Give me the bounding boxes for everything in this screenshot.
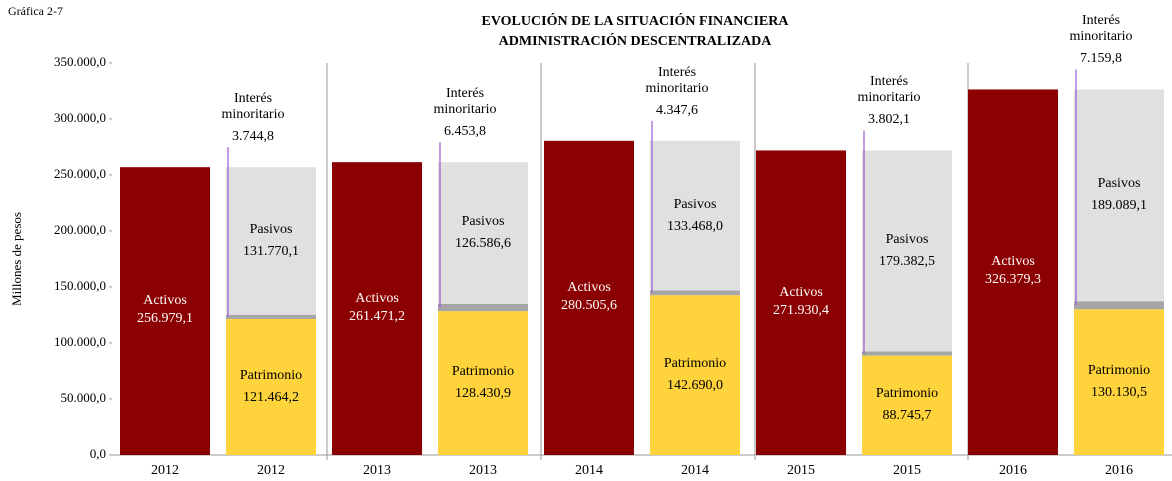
bar-segment: [438, 311, 528, 455]
value-label: 189.089,1: [1091, 198, 1147, 214]
chart-title: EVOLUCIÓN DE LA SITUACIÓN FINANCIERA: [482, 12, 790, 29]
x-tick-label: 2015: [893, 463, 921, 478]
y-tick-label: 150.000,0: [54, 278, 106, 293]
value-label: 4.347,6: [656, 102, 698, 118]
x-tick-label: 2013: [363, 463, 391, 478]
value-label: 7.159,8: [1080, 51, 1122, 67]
x-tick-label: 2016: [1105, 463, 1133, 478]
series-label: Pasivos: [249, 221, 293, 237]
x-tick-label: 2013: [469, 463, 497, 478]
value-label: 179.382,5: [879, 253, 935, 269]
value-label: 142.690,0: [667, 378, 723, 394]
y-tick-label: 0,0: [90, 446, 106, 461]
value-label: 121.464,2: [243, 389, 299, 405]
y-tick-label: 100.000,0: [54, 334, 106, 349]
bar-segment: [968, 89, 1058, 455]
value-label: 261.471,2: [349, 308, 405, 324]
series-label: Pasivos: [1097, 176, 1141, 192]
series-label: Pasivos: [885, 231, 929, 247]
y-tick-label: 50.000,0: [61, 390, 107, 405]
value-label: 280.505,6: [561, 297, 617, 313]
series-label: Pasivos: [461, 214, 505, 230]
y-axis-label: Millones de pesos: [9, 212, 24, 306]
bar-segment: [862, 150, 952, 352]
bar-segment: [438, 303, 528, 312]
value-label: 326.379,3: [985, 272, 1041, 288]
y-tick-label: 200.000,0: [54, 222, 106, 237]
x-tick-label: 2016: [999, 463, 1027, 478]
series-label: Pasivos: [673, 196, 717, 212]
value-label: 131.770,1: [243, 243, 299, 259]
x-tick-label: 2014: [681, 463, 709, 478]
bar-segment: [650, 140, 740, 291]
bar-segment: [650, 290, 740, 296]
series-label: Patrimonio: [239, 367, 303, 383]
value-label: 126.586,6: [455, 236, 511, 252]
value-label: 130.130,5: [1091, 385, 1147, 401]
figure-label: Gráfica 2-7: [8, 4, 63, 18]
bar-segment: [120, 167, 210, 455]
bar-segment: [862, 351, 952, 356]
series-label: Interés minoritario: [1069, 13, 1133, 45]
series-label: Patrimonio: [451, 364, 515, 380]
bar-segment: [438, 162, 528, 304]
value-label: 271.930,4: [773, 302, 829, 318]
y-tick-label: 300.000,0: [54, 110, 106, 125]
series-label: Interés minoritario: [221, 91, 285, 123]
bar-segment: [544, 140, 634, 455]
value-label: 128.430,9: [455, 386, 511, 402]
x-tick-label: 2014: [575, 463, 603, 478]
bar-segment: [1074, 89, 1164, 302]
series-label: Interés minoritario: [857, 74, 921, 106]
chart-subtitle: ADMINISTRACIÓN DESCENTRALIZADA: [499, 32, 773, 49]
value-label: 256.979,1: [137, 311, 193, 327]
bar-segment: [226, 318, 316, 455]
series-label: Patrimonio: [663, 356, 727, 372]
bar-segment: [650, 295, 740, 455]
x-tick-label: 2015: [787, 463, 815, 478]
bar-segment: [1074, 301, 1164, 310]
value-label: 3.802,1: [868, 112, 910, 128]
series-label: Interés minoritario: [645, 64, 709, 96]
series-label: Activos: [779, 284, 823, 300]
bar-segment: [332, 162, 422, 455]
bar-segment: [226, 314, 316, 319]
series-label: Interés minoritario: [433, 86, 497, 118]
series-label: Patrimonio: [875, 386, 939, 402]
value-label: 3.744,8: [232, 129, 274, 145]
x-tick-label: 2012: [257, 463, 285, 478]
value-label: 88.745,7: [882, 408, 932, 424]
series-label: Activos: [355, 290, 399, 306]
series-label: Patrimonio: [1087, 363, 1151, 379]
y-tick-label: 250.000,0: [54, 166, 106, 181]
series-label: Activos: [991, 254, 1035, 270]
series-label: Activos: [143, 293, 187, 309]
bar-segment: [226, 167, 316, 315]
y-tick-label: 350.000,0: [54, 54, 106, 69]
value-label: 133.468,0: [667, 218, 723, 234]
value-label: 6.453,8: [444, 124, 486, 140]
bar-segment: [756, 150, 846, 455]
series-label: Activos: [567, 279, 611, 295]
bar-segment: [862, 355, 952, 455]
bar-segment: [1074, 309, 1164, 455]
x-tick-label: 2012: [151, 463, 179, 478]
